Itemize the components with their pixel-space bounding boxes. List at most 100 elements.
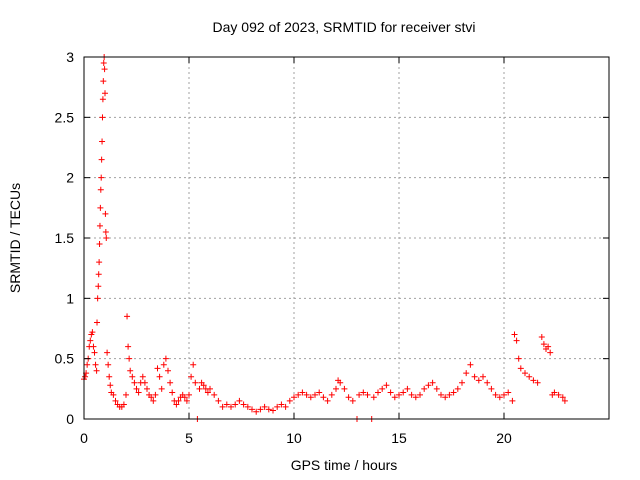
data-point (156, 373, 163, 380)
data-point (124, 313, 131, 320)
axis-ticks: 0 0.5 1 1.5 2 2.5 3 0 5 10 15 20 (55, 49, 609, 446)
data-point (96, 241, 103, 248)
data-point (433, 385, 440, 392)
data-point (133, 385, 140, 392)
data-point (204, 389, 211, 396)
data-point (106, 373, 113, 380)
data-point (295, 391, 302, 398)
data-point (299, 389, 306, 396)
data-point (337, 379, 344, 386)
data-point (274, 403, 281, 410)
y-tick-label: 0 (66, 411, 74, 427)
data-point (364, 391, 371, 398)
data-point (236, 397, 243, 404)
data-point (101, 66, 108, 73)
chart-title: Day 092 of 2023, SRMTID for receiver stv… (213, 19, 476, 35)
data-point (96, 259, 103, 266)
data-point (223, 401, 230, 408)
data-point (125, 343, 132, 350)
data-point (471, 373, 478, 380)
data-point (232, 401, 239, 408)
x-tick-label: 0 (80, 430, 88, 446)
data-point (249, 406, 255, 413)
data-point (186, 391, 192, 398)
data-point (100, 60, 107, 67)
data-point (160, 361, 167, 368)
data-point (404, 385, 411, 392)
data-point (421, 385, 428, 392)
data-point (82, 373, 89, 380)
data-point (100, 78, 107, 85)
data-point (555, 391, 562, 398)
x-tick-label: 20 (496, 430, 512, 446)
data-point (93, 367, 100, 374)
data-point (328, 391, 335, 398)
data-point (112, 397, 119, 404)
data-point (150, 397, 157, 404)
data-point (270, 407, 276, 414)
data-point (92, 361, 99, 368)
data-point (98, 156, 105, 163)
y-tick-label: 1.5 (55, 230, 75, 246)
data-point (190, 361, 197, 368)
data-point (211, 391, 218, 398)
data-point (475, 377, 482, 384)
data-point (173, 401, 180, 408)
data-point (244, 403, 251, 410)
data-point (561, 397, 568, 404)
data-point (488, 385, 495, 392)
y-tick-label: 2 (66, 170, 74, 186)
data-point (387, 389, 394, 396)
data-point (454, 385, 461, 392)
data-point (547, 349, 554, 356)
data-point (291, 394, 297, 401)
data-point (120, 401, 127, 408)
data-point (316, 389, 323, 396)
data-point (169, 389, 176, 396)
data-point (345, 394, 352, 401)
data-point (505, 389, 512, 396)
data-point (162, 355, 169, 362)
data-point (192, 379, 199, 386)
data-point (303, 391, 310, 398)
data-point (183, 397, 190, 404)
data-point (175, 397, 182, 404)
data-point (320, 394, 327, 401)
data-point (400, 389, 407, 396)
data-point (412, 394, 419, 401)
data-point (312, 391, 318, 398)
data-point (200, 382, 207, 389)
data-point (91, 349, 98, 356)
data-point (463, 370, 470, 377)
data-point (104, 349, 111, 356)
data-point (383, 382, 390, 389)
data-point (165, 367, 171, 374)
data-point (148, 394, 155, 401)
data-point (84, 361, 91, 368)
data-point (94, 295, 101, 302)
data-point (139, 373, 146, 380)
data-point (215, 397, 222, 404)
data-point (496, 394, 503, 401)
data-point (333, 385, 339, 392)
data-point (144, 385, 150, 392)
data-point (102, 228, 109, 235)
data-point (484, 379, 491, 386)
data-point (257, 406, 264, 413)
data-point (98, 174, 105, 181)
data-point (95, 283, 102, 290)
data-point (545, 343, 552, 350)
data-point (123, 391, 129, 398)
data-point (459, 379, 465, 386)
data-point (282, 403, 289, 410)
data-point (513, 337, 520, 344)
data-point (559, 394, 566, 401)
data-point (515, 355, 522, 362)
data-point (97, 186, 104, 193)
data-point (509, 397, 516, 404)
data-point (396, 391, 402, 398)
data-point (228, 403, 234, 410)
data-point (90, 343, 97, 350)
data-point (196, 385, 203, 392)
